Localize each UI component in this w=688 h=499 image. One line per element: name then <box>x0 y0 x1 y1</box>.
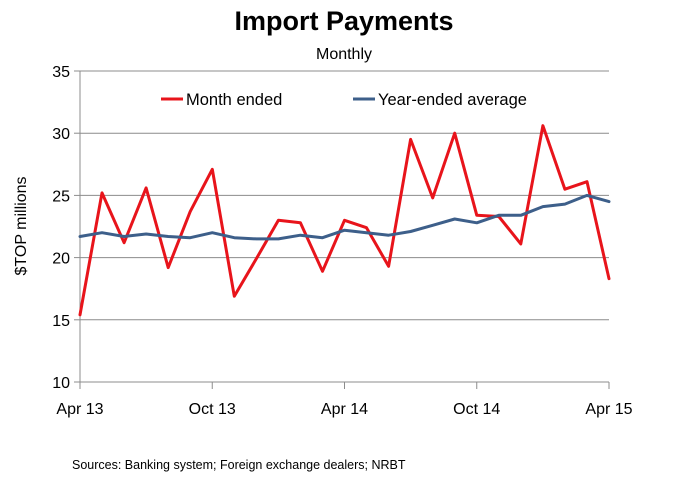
y-tick-label: 20 <box>52 251 70 268</box>
series-line-2 <box>78 193 611 241</box>
y-tick-label: 25 <box>52 188 70 205</box>
x-tick-label: Apr 13 <box>56 401 103 418</box>
x-tick-label: Apr 15 <box>585 401 632 418</box>
x-axis-ticks: Apr 13 Oct 13 Apr 14 Oct 14 Apr 15 <box>56 382 633 418</box>
legend: Month ended Year-ended average <box>161 91 527 109</box>
legend-label-2: Year-ended average <box>378 91 527 109</box>
y-axis-ticks: 10 15 20 25 30 35 <box>52 64 80 392</box>
x-tick-label: Oct 14 <box>453 401 500 418</box>
axes <box>79 71 609 383</box>
y-axis-label: $TOP millions <box>13 177 30 276</box>
series-lines <box>78 124 611 317</box>
legend-label-1: Month ended <box>186 91 282 109</box>
series-line-1 <box>78 124 611 317</box>
y-tick-label: 30 <box>52 126 70 143</box>
x-tick-label: Apr 14 <box>321 401 368 418</box>
chart-subtitle: Monthly <box>315 46 373 63</box>
y-tick-label: 15 <box>52 313 70 330</box>
y-tick-label: 10 <box>52 375 70 392</box>
gridlines <box>80 70 609 321</box>
source-note: Sources: Banking system; Foreign exchang… <box>72 458 406 472</box>
y-tick-label: 35 <box>52 64 70 81</box>
chart-title: Import Payments <box>234 6 454 36</box>
x-tick-label: Oct 13 <box>189 401 236 418</box>
